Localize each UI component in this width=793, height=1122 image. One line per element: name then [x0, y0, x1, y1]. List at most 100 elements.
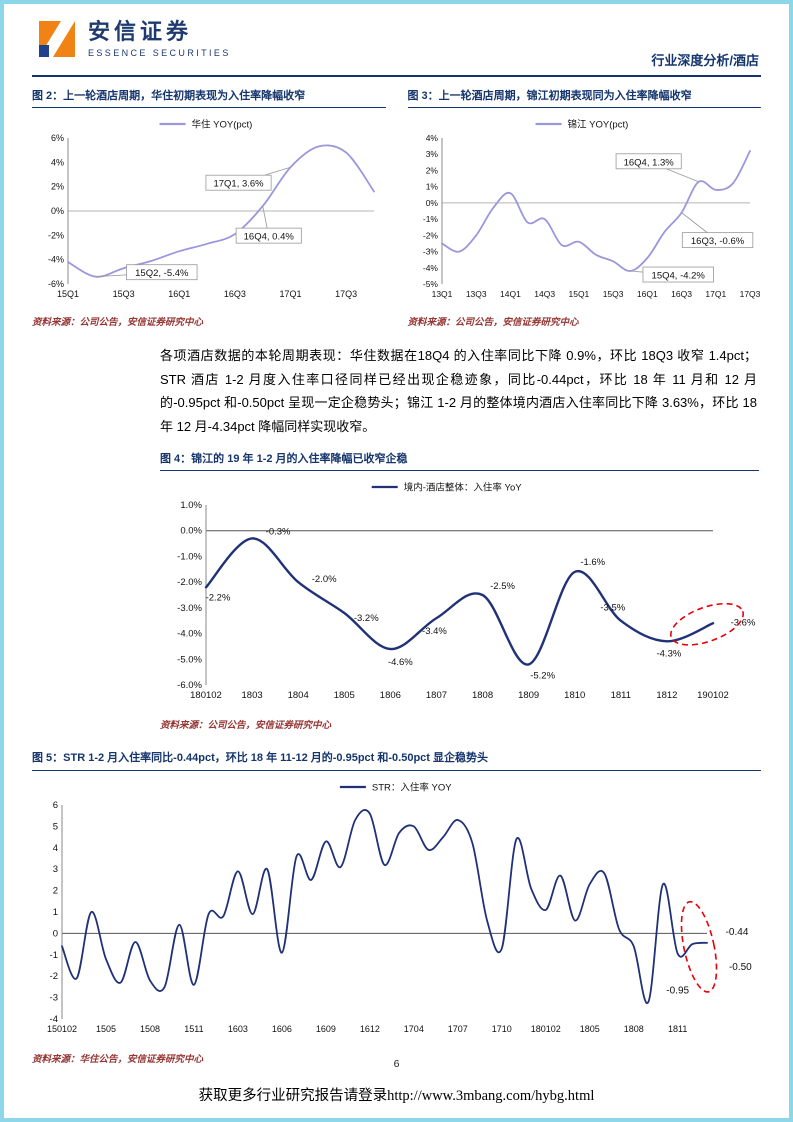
svg-text:16Q3: 16Q3 — [671, 289, 692, 299]
svg-text:-6%: -6% — [48, 279, 64, 289]
figure-2-title: 图 2：上一轮酒店周期，华住初期表现为入住率降幅收窄 — [32, 89, 386, 109]
svg-text:1: 1 — [53, 907, 58, 918]
svg-text:-5.0%: -5.0% — [177, 655, 202, 666]
svg-text:-2.2%: -2.2% — [206, 593, 231, 604]
figure-2-chart: 华住 YOY(pct) 6% 4% 2% 0% -2% -4% -6%15Q1 15Q3 16Q1… — [48, 119, 375, 299]
svg-text:0.0%: 0.0% — [180, 526, 202, 537]
figure-4: 图 4：锦江的 19 年 1-2 月的入住率降幅已收窄企稳 境内-酒店整体：入住… — [160, 452, 759, 731]
figure-5-source: 资料来源：华住公告，安信证券研究中心 — [32, 1053, 204, 1065]
figure-3-source: 资料来源：公司公告，安信证券研究中心 — [407, 317, 579, 329]
svg-text:-0.50: -0.50 — [729, 962, 752, 973]
svg-text:-3.0%: -3.0% — [177, 603, 202, 614]
svg-text:16Q4, 1.3%: 16Q4, 1.3% — [623, 158, 674, 169]
svg-text:6: 6 — [53, 800, 58, 811]
svg-text:2%: 2% — [425, 166, 438, 176]
svg-text:3%: 3% — [425, 150, 438, 160]
svg-text:14Q1: 14Q1 — [500, 289, 521, 299]
top-figures-row: 图 2：上一轮酒店周期，华住初期表现为入住率降幅收窄 华住 YOY(pct) 6%… — [32, 89, 761, 328]
svg-text:0: 0 — [53, 928, 58, 939]
svg-text:150102: 150102 — [47, 1024, 77, 1034]
figure-2: 图 2：上一轮酒店周期，华住初期表现为入住率降幅收窄 华住 YOY(pct) 6%… — [32, 89, 386, 328]
figure-5-title: 图 5：STR 1-2 月入住率同比-0.44pct，环比 18 年 11-12… — [32, 751, 761, 771]
svg-text:-3.2%: -3.2% — [354, 613, 379, 624]
svg-text:1511: 1511 — [184, 1024, 203, 1034]
essence-logo-icon — [39, 21, 75, 57]
brand-name-cn: 安信证券 — [88, 19, 193, 45]
brand-logo: 安信证券 ESSENCE SECURITIES — [36, 18, 231, 60]
svg-text:15Q4, -4.2%: 15Q4, -4.2% — [651, 271, 705, 282]
svg-text:-4: -4 — [50, 1014, 58, 1025]
svg-text:-2.0%: -2.0% — [177, 577, 202, 588]
svg-text:-3.4%: -3.4% — [422, 626, 447, 637]
svg-text:16Q1: 16Q1 — [636, 289, 657, 299]
svg-text:-1: -1 — [50, 950, 58, 961]
svg-text:13Q1: 13Q1 — [431, 289, 452, 299]
svg-text:-0.44: -0.44 — [726, 927, 749, 938]
svg-text:2: 2 — [53, 885, 58, 896]
header-divider — [32, 75, 761, 77]
svg-text:15Q1: 15Q1 — [57, 289, 79, 299]
svg-text:1606: 1606 — [272, 1024, 292, 1034]
brand-name-en: ESSENCE SECURITIES — [88, 47, 231, 58]
figure-4-chart: 境内-酒店整体：入住率 YoY 1.0% 0.0% -1.0% -2.0% -3.0% -4… — [177, 482, 756, 702]
svg-text:16Q3, -0.6%: 16Q3, -0.6% — [690, 237, 744, 248]
svg-text:-2%: -2% — [422, 231, 438, 241]
svg-text:1508: 1508 — [140, 1024, 160, 1034]
svg-text:-0.95: -0.95 — [666, 985, 689, 996]
svg-text:1808: 1808 — [624, 1024, 644, 1034]
svg-text:15Q1: 15Q1 — [568, 289, 589, 299]
svg-text:-3%: -3% — [422, 247, 438, 257]
svg-text:华住 YOY(pct): 华住 YOY(pct) — [192, 119, 253, 131]
svg-text:0%: 0% — [425, 198, 438, 208]
svg-text:15Q2, -5.4%: 15Q2, -5.4% — [135, 269, 189, 280]
figure-3-title: 图 3：上一轮酒店周期，锦江初期表现同为入住率降幅收窄 — [407, 89, 761, 109]
svg-text:1612: 1612 — [360, 1024, 380, 1034]
svg-text:16Q4, 0.4%: 16Q4, 0.4% — [244, 232, 295, 243]
svg-text:17Q1: 17Q1 — [705, 289, 726, 299]
body-paragraph: 各项酒店数据的本轮周期表现：华住数据在18Q4 的入住率同比下降 0.9%，环比… — [160, 348, 757, 434]
svg-text:14Q3: 14Q3 — [534, 289, 555, 299]
svg-text:STR：入住率 YOY: STR：入住率 YOY — [372, 781, 452, 793]
svg-text:1810: 1810 — [564, 690, 585, 701]
figure-3: 图 3：上一轮酒店周期，锦江初期表现同为入住率降幅收窄 锦江 YOY(pct) 4… — [407, 89, 761, 329]
svg-text:15Q3: 15Q3 — [113, 289, 135, 299]
svg-text:1603: 1603 — [228, 1024, 248, 1034]
svg-text:1707: 1707 — [448, 1024, 468, 1034]
svg-text:1710: 1710 — [492, 1024, 512, 1034]
svg-text:17Q1, 3.6%: 17Q1, 3.6% — [213, 179, 264, 190]
svg-text:1%: 1% — [425, 182, 438, 192]
svg-text:5: 5 — [53, 821, 58, 832]
figure-3-chart: 锦江 YOY(pct) 4% 3% 2% 1% 0% -1% -2% -3% -4% -5%13Q1… — [422, 119, 760, 300]
svg-text:锦江 YOY(pct): 锦江 YOY(pct) — [567, 119, 628, 131]
brand-text: 安信证券 ESSENCE SECURITIES — [88, 19, 231, 58]
svg-text:3: 3 — [53, 864, 58, 875]
svg-text:-6.0%: -6.0% — [177, 680, 202, 691]
page-number: 6 — [393, 1058, 400, 1070]
svg-text:17Q3: 17Q3 — [739, 289, 760, 299]
svg-text:-3.5%: -3.5% — [600, 603, 625, 614]
svg-text:1704: 1704 — [404, 1024, 424, 1034]
svg-text:16Q3: 16Q3 — [224, 289, 246, 299]
svg-text:-5%: -5% — [422, 279, 438, 289]
svg-text:-5.2%: -5.2% — [530, 671, 555, 682]
svg-text:-0.3%: -0.3% — [266, 527, 291, 538]
figure-5: 图 5：STR 1-2 月入住率同比-0.44pct，环比 18 年 11-12… — [32, 751, 761, 1065]
svg-text:17Q1: 17Q1 — [280, 289, 302, 299]
svg-text:1811: 1811 — [668, 1024, 687, 1034]
svg-text:180102: 180102 — [190, 690, 222, 701]
svg-text:-2: -2 — [50, 971, 58, 982]
svg-text:-4%: -4% — [422, 263, 438, 273]
svg-text:-1.6%: -1.6% — [580, 557, 605, 568]
footer-link: 获取更多行业研究报告请登录http://www.3mbang.com/hybg.… — [198, 1088, 595, 1104]
svg-text:13Q3: 13Q3 — [465, 289, 486, 299]
svg-text:1804: 1804 — [288, 690, 309, 701]
svg-text:-4.6%: -4.6% — [388, 657, 413, 668]
svg-text:4%: 4% — [425, 133, 438, 143]
svg-text:-2%: -2% — [48, 231, 64, 241]
svg-text:2%: 2% — [51, 182, 64, 192]
svg-text:1806: 1806 — [380, 690, 401, 701]
svg-text:1609: 1609 — [316, 1024, 336, 1034]
figure-4-title: 图 4：锦江的 19 年 1-2 月的入住率降幅已收窄企稳 — [160, 452, 759, 472]
